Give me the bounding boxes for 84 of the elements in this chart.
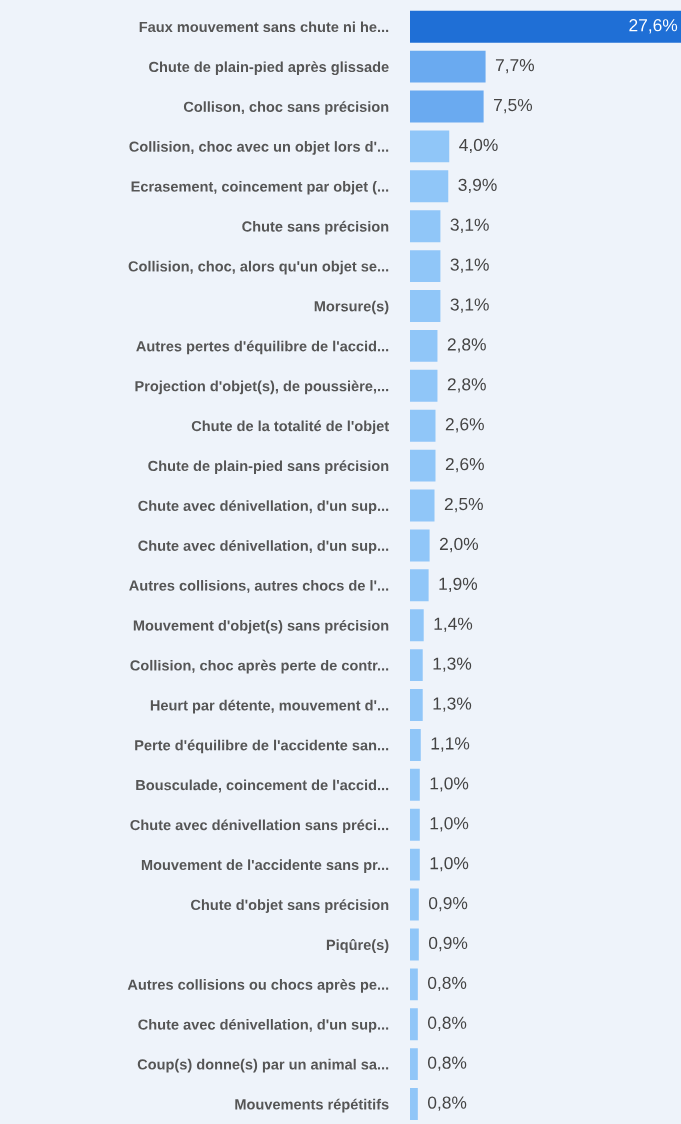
y-tick-label: Piqûre(s) bbox=[326, 939, 389, 953]
y-tick-label: Chute avec dénivellation, d'un sup... bbox=[138, 540, 389, 554]
y-tick-label: Chute de plain-pied après glissade bbox=[149, 61, 389, 76]
data-label: 0,8% bbox=[427, 1096, 467, 1111]
bar bbox=[409, 130, 450, 163]
bar bbox=[409, 968, 418, 1001]
bar bbox=[409, 250, 441, 283]
y-tick-label: Chute avec dénivellation, d'un sup... bbox=[138, 1018, 389, 1033]
data-label: 2,8% bbox=[447, 338, 486, 353]
bar bbox=[409, 768, 420, 801]
y-tick-label: Collision, choc avec un objet lors d'... bbox=[129, 141, 389, 155]
y-tick-label: Autres pertes d'équilibre de l'accid... bbox=[136, 340, 389, 355]
bar bbox=[409, 210, 441, 243]
bar bbox=[409, 848, 420, 881]
data-label: 2,5% bbox=[444, 497, 483, 513]
data-label: 4,0% bbox=[459, 138, 498, 154]
y-tick-label: Bousculade, coincement de l'accid... bbox=[136, 779, 389, 793]
data-label: 1,0% bbox=[430, 777, 469, 792]
bar bbox=[409, 649, 423, 682]
bar bbox=[409, 170, 449, 203]
data-label: 1,9% bbox=[439, 577, 478, 593]
data-label: 0,8% bbox=[427, 1056, 467, 1071]
bar bbox=[409, 928, 419, 961]
data-label: 0,9% bbox=[428, 896, 468, 912]
bar bbox=[409, 529, 430, 562]
data-label: 3,1% bbox=[450, 258, 489, 273]
data-label: 7,7% bbox=[495, 59, 535, 74]
y-tick-label: Faux mouvement sans chute ni he... bbox=[139, 21, 389, 33]
data-label: 1,1% bbox=[431, 737, 470, 752]
y-tick-label: Coup(s) donne(s) par un animal sa... bbox=[137, 1058, 389, 1073]
data-label: 1,0% bbox=[430, 817, 469, 832]
bar bbox=[409, 1048, 418, 1081]
y-tick-label: Collision, choc, alors qu'un objet se... bbox=[128, 260, 389, 275]
y-tick-label: Autres collisions ou chocs après pe... bbox=[127, 978, 389, 993]
y-tick-label: Chute de la totalité de l'objet bbox=[191, 420, 389, 435]
bar bbox=[409, 1008, 418, 1041]
bar bbox=[409, 569, 429, 602]
y-tick-label: Collison, choc sans précision bbox=[183, 101, 389, 115]
bar bbox=[409, 90, 484, 123]
data-label: 1,3% bbox=[433, 697, 472, 712]
y-tick-label: Mouvements répétitifs bbox=[235, 1098, 389, 1113]
y-tick-label: Autres collisions, autres chocs de l'... bbox=[129, 580, 389, 593]
y-tick-label: Ecrasement, coincement par objet (... bbox=[131, 181, 389, 195]
bar bbox=[409, 609, 424, 642]
data-label: 0,9% bbox=[428, 936, 468, 952]
data-label: 0,8% bbox=[427, 976, 467, 992]
bar bbox=[409, 689, 423, 721]
y-tick-label: Chute de plain-pied sans précision bbox=[148, 460, 389, 474]
bar bbox=[409, 489, 435, 522]
y-tick-label: Chute d'objet sans précision bbox=[190, 899, 389, 913]
data-label: 0,8% bbox=[427, 1016, 467, 1031]
data-label: 3,1% bbox=[450, 298, 489, 313]
data-label: 7,5% bbox=[493, 98, 533, 114]
data-label: 2,6% bbox=[445, 457, 484, 473]
data-label: 1,0% bbox=[430, 857, 469, 872]
bar bbox=[409, 290, 441, 322]
y-tick-label: Collision, choc après perte de contr... bbox=[130, 659, 389, 674]
y-tick-label: Morsure(s) bbox=[314, 300, 389, 315]
data-label: 1,3% bbox=[433, 657, 472, 672]
y-tick-label: Projection d'objet(s), de poussière,... bbox=[135, 380, 389, 395]
data-label: 2,0% bbox=[439, 537, 479, 553]
data-label: 2,8% bbox=[447, 378, 486, 393]
data-label: 3,1% bbox=[450, 218, 489, 233]
bar bbox=[409, 449, 436, 482]
bar bbox=[409, 10, 681, 43]
bar bbox=[409, 329, 438, 362]
y-tick-label: Chute avec dénivellation sans préci... bbox=[130, 819, 389, 834]
data-label: 1,4% bbox=[434, 617, 473, 632]
bar bbox=[409, 808, 420, 841]
bar bbox=[409, 728, 421, 761]
bar bbox=[409, 50, 486, 83]
y-tick-label: Chute sans précision bbox=[242, 220, 389, 235]
y-tick-label: Heurt par détente, mouvement d'... bbox=[150, 699, 389, 714]
bar bbox=[409, 369, 438, 402]
bar bbox=[409, 888, 419, 921]
bar bbox=[409, 409, 436, 442]
y-tick-label: Mouvement d'objet(s) sans précision bbox=[133, 619, 389, 634]
data-label: 2,6% bbox=[445, 418, 484, 433]
bar bbox=[409, 1088, 418, 1121]
y-tick-label: Perte d'équilibre de l'accidente san... bbox=[135, 739, 389, 754]
data-label: 3,9% bbox=[458, 178, 497, 194]
y-tick-label: Mouvement de l'accidente sans pr... bbox=[141, 859, 389, 873]
y-tick-label: Chute avec dénivellation, d'un sup... bbox=[138, 500, 389, 514]
data-label: 27,6% bbox=[629, 19, 678, 34]
